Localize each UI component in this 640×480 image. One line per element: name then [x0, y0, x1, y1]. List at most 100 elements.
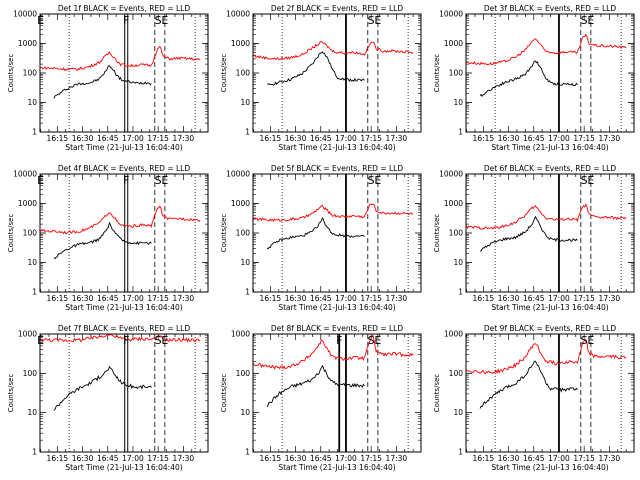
x-tick-label: 16:15: [260, 134, 282, 143]
y-tick-label: 10000: [13, 10, 37, 19]
events-series-line: [479, 215, 578, 252]
phase-marker: F: [123, 334, 129, 347]
y-tick-label: 1000: [444, 330, 463, 339]
y-axis-label: Counts/sec: [433, 54, 441, 93]
panel-det-1: Det 1f BLACK = Events, RED = LLD 1 10 100 10…: [7, 4, 209, 152]
x-tick-label: 17:15: [147, 454, 169, 463]
x-tick-label: 16:45: [523, 454, 545, 463]
plot-frame: [465, 13, 635, 133]
x-tick-label: 17:30: [386, 134, 408, 143]
y-tick-label: 1: [245, 448, 250, 457]
phase-marker: E: [161, 14, 168, 27]
x-axis-label: Start Time (21-Jul-13 16:04:40): [65, 303, 182, 312]
y-tick-label: 10: [453, 258, 463, 267]
x-tick-label: 17:00: [548, 134, 570, 143]
x-tick-label: 16:45: [310, 134, 332, 143]
y-tick-label: 1000: [444, 39, 463, 48]
y-tick-label: 10000: [226, 10, 250, 19]
x-tick-label: 17:00: [122, 454, 144, 463]
x-tick-label: 16:30: [285, 294, 307, 303]
y-tick-label: 10: [240, 98, 250, 107]
panel-title: Det 2f BLACK = Events, RED = LLD: [271, 4, 404, 13]
lld-series-line: [466, 339, 627, 375]
y-axis-label: Counts/sec: [7, 54, 15, 93]
x-axis-label: Start Time (21-Jul-13 16:04:40): [278, 143, 395, 152]
phase-marker: S: [368, 334, 375, 347]
lld-series-line: [253, 203, 414, 223]
x-tick-label: 16:15: [47, 294, 69, 303]
y-axis-label: Counts/sec: [7, 214, 15, 253]
x-tick-label: 17:15: [147, 294, 169, 303]
phase-marker: E: [37, 334, 44, 347]
phase-marker: F: [123, 174, 129, 187]
events-series-line: [53, 221, 152, 260]
x-axis-label: Start Time (21-Jul-13 16:04:40): [65, 463, 182, 472]
panel-title: Det 1f BLACK = Events, RED = LLD: [58, 4, 191, 13]
phase-marker: E: [587, 174, 594, 187]
phase-marker: E: [37, 14, 44, 27]
x-tick-label: 16:45: [97, 454, 119, 463]
y-axis-label: Counts/sec: [220, 54, 228, 93]
x-tick-label: 16:15: [473, 294, 495, 303]
phase-marker: S: [155, 334, 162, 347]
y-tick-label: 100: [23, 69, 38, 78]
y-tick-label: 1000: [18, 39, 37, 48]
plot-frame: [252, 13, 422, 133]
phase-marker: E: [161, 174, 168, 187]
x-axis-label: Start Time (21-Jul-13 16:04:40): [491, 303, 608, 312]
x-tick-label: 17:15: [360, 454, 382, 463]
x-tick-label: 16:15: [47, 454, 69, 463]
y-tick-label: 10000: [13, 170, 37, 179]
y-tick-label: 1000: [18, 330, 37, 339]
x-tick-label: 17:30: [173, 134, 195, 143]
phase-marker: S: [581, 174, 588, 187]
x-tick-label: 17:15: [573, 134, 595, 143]
lld-series-line: [466, 33, 627, 66]
panel-title: Det 8f BLACK = Events, RED = LLD: [271, 324, 404, 333]
phase-marker: E: [587, 14, 594, 27]
phase-marker: S: [368, 14, 375, 27]
y-tick-label: 1: [32, 288, 37, 297]
phase-marker: E: [37, 174, 44, 187]
y-tick-label: 1: [245, 288, 250, 297]
x-tick-label: 17:00: [335, 294, 357, 303]
y-tick-label: 10000: [439, 170, 463, 179]
x-tick-label: 16:30: [498, 294, 520, 303]
x-axis-label: Start Time (21-Jul-13 16:04:40): [491, 463, 608, 472]
x-axis-label: Start Time (21-Jul-13 16:04:40): [278, 463, 395, 472]
x-tick-label: 16:15: [260, 294, 282, 303]
x-tick-label: 17:15: [360, 134, 382, 143]
x-tick-label: 16:15: [47, 134, 69, 143]
lld-series-line: [40, 333, 201, 343]
lld-series-line: [253, 40, 414, 61]
x-tick-label: 16:15: [473, 454, 495, 463]
x-tick-label: 16:30: [72, 134, 94, 143]
events-series-line: [53, 65, 152, 99]
y-tick-label: 1: [458, 128, 463, 137]
panel-det-6: Det 6f BLACK = Events, RED = LLD 1 10 100 10…: [433, 164, 635, 312]
y-axis-label: Counts/sec: [433, 214, 441, 253]
y-tick-label: 100: [23, 369, 38, 378]
x-tick-label: 17:15: [147, 134, 169, 143]
x-tick-label: 17:00: [335, 454, 357, 463]
panel-det-3: Det 3f BLACK = Events, RED = LLD 1 10 100 10…: [433, 4, 635, 152]
panel-det-4: Det 4f BLACK = Events, RED = LLD 1 10 100 10…: [7, 164, 209, 312]
lld-series-line: [253, 334, 414, 370]
x-tick-label: 16:30: [498, 134, 520, 143]
x-tick-label: 17:00: [548, 294, 570, 303]
plot-frame: [465, 333, 635, 453]
y-tick-label: 10: [453, 98, 463, 107]
phase-marker: E: [374, 174, 381, 187]
phase-marker: E: [374, 334, 381, 347]
x-tick-label: 16:15: [473, 134, 495, 143]
y-tick-label: 10: [453, 408, 463, 417]
y-tick-label: 1000: [231, 199, 250, 208]
phase-marker: S: [581, 14, 588, 27]
x-tick-label: 17:15: [360, 294, 382, 303]
panel-title: Det 3f BLACK = Events, RED = LLD: [484, 4, 617, 13]
events-series-line: [479, 60, 578, 97]
y-tick-label: 100: [449, 69, 464, 78]
y-tick-label: 10: [27, 98, 37, 107]
y-axis-label: Counts/sec: [433, 374, 441, 413]
panel-title: Det 4f BLACK = Events, RED = LLD: [58, 164, 191, 173]
